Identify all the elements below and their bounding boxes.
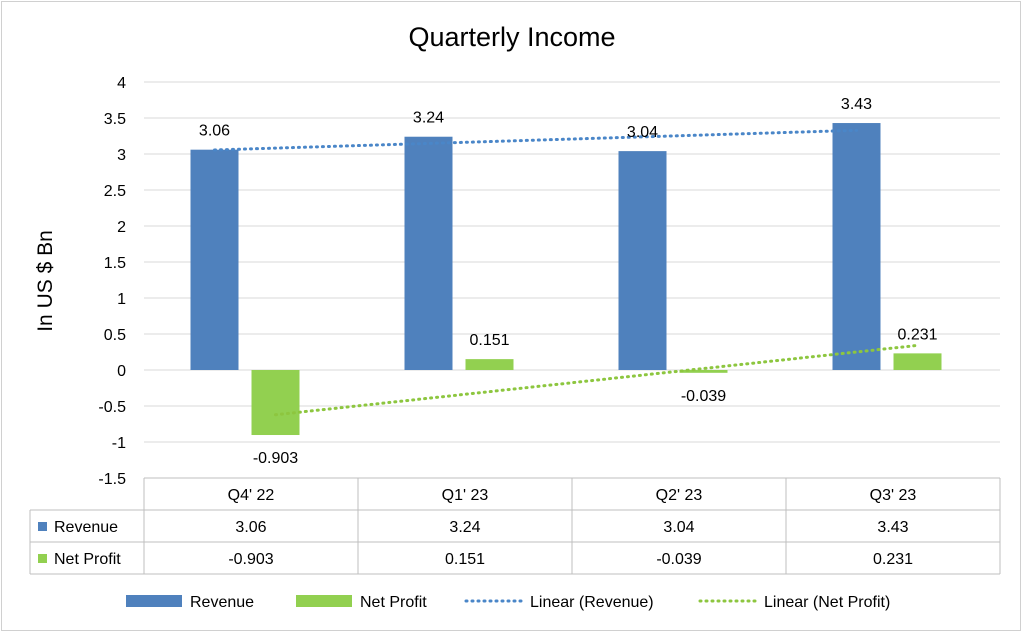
y-axis-label: In US $ Bn [34, 230, 57, 332]
y-tick-label: 3.5 [104, 111, 126, 128]
net-profit-bar [893, 353, 942, 370]
y-tick-label: 4 [117, 75, 126, 92]
net-profit-data-label: 0.151 [469, 332, 509, 349]
chart-title: Quarterly Income [408, 22, 615, 52]
y-tick-label: -0.5 [98, 399, 126, 416]
table-cell: 0.151 [445, 551, 485, 568]
legend-net-profit-label: Net Profit [360, 594, 427, 611]
table-cell: 3.06 [235, 519, 266, 536]
table-category-header: Q4' 22 [228, 487, 275, 504]
y-tick-label: 2 [117, 219, 126, 236]
revenue-bar [832, 123, 881, 370]
legend-linear-revenue-label: Linear (Revenue) [530, 594, 654, 611]
legend-linear-net-profit-label: Linear (Net Profit) [764, 594, 890, 611]
table-cell: -0.903 [228, 551, 273, 568]
table-cell: -0.039 [656, 551, 701, 568]
revenue-trendline [213, 128, 858, 152]
revenue-bar [404, 136, 453, 370]
table-category-header: Q1' 23 [442, 487, 489, 504]
table-row-label-net-profit: Net Profit [54, 551, 121, 568]
revenue-data-label: 3.43 [841, 96, 872, 113]
revenue-legend-key [38, 522, 47, 531]
revenue-data-label: 3.04 [627, 124, 658, 141]
y-tick-label: -1 [112, 435, 126, 452]
net-profit-bar [465, 359, 514, 370]
y-tick-label: 3 [117, 147, 126, 164]
legend-net-profit-key [296, 595, 352, 607]
y-tick-label: 1.5 [104, 255, 126, 272]
y-tick-label: 1 [117, 291, 126, 308]
y-tick-label: -1.5 [98, 471, 126, 488]
table-cell: 3.43 [877, 519, 908, 536]
revenue-bar [190, 149, 239, 370]
legend-revenue-key [126, 595, 182, 607]
y-tick-label: 2.5 [104, 183, 126, 200]
y-tick-label: 0 [117, 363, 126, 380]
net-profit-bar [251, 370, 300, 436]
net-profit-bar [679, 370, 728, 373]
table-cell: 0.231 [873, 551, 913, 568]
table-category-header: Q3' 23 [870, 487, 917, 504]
table-category-header: Q2' 23 [656, 487, 703, 504]
net-profit-data-label: 0.231 [897, 326, 937, 343]
table-cell: 3.04 [663, 519, 694, 536]
legend-revenue-label: Revenue [190, 594, 254, 611]
net-profit-trendline [274, 343, 919, 417]
revenue-bar [618, 151, 667, 370]
net-profit-legend-key [38, 554, 47, 563]
net-profit-data-label: -0.039 [681, 388, 726, 405]
revenue-data-label: 3.24 [413, 110, 444, 127]
y-tick-label: 0.5 [104, 327, 126, 344]
revenue-data-label: 3.06 [199, 123, 230, 140]
table-row-label-revenue: Revenue [54, 519, 118, 536]
net-profit-data-label: -0.903 [253, 450, 298, 467]
table-cell: 3.24 [449, 519, 480, 536]
